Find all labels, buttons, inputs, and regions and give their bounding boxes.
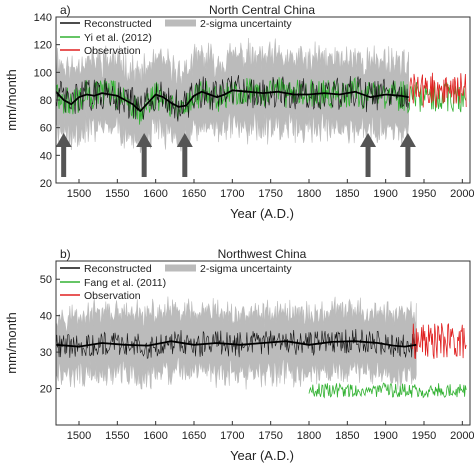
x-tick-label: 1600 bbox=[143, 430, 167, 442]
series-line-observation bbox=[408, 72, 467, 108]
y-tick-label: 100 bbox=[34, 67, 52, 79]
y-axis-label: mm/month bbox=[4, 69, 19, 130]
arrow-head bbox=[55, 133, 72, 147]
series-lines bbox=[55, 323, 467, 399]
legend-label-yi: Yi et al. (2012) bbox=[84, 32, 152, 44]
x-tick-label: 1800 bbox=[297, 188, 321, 200]
panel-b-label: b) bbox=[60, 247, 71, 261]
panel-b-title: Northwest China bbox=[218, 247, 307, 261]
x-axis-ticks: 1500 1550 1600 1650 1700 1750 1800 1850 1900 1950… bbox=[67, 179, 474, 200]
x-tick-label: 1750 bbox=[258, 430, 282, 442]
x-tick-label: 1900 bbox=[373, 430, 397, 442]
series-line-smoothed bbox=[55, 340, 417, 348]
legend-label-observation: Observation bbox=[84, 290, 141, 302]
y-axis-ticks: 20 40 60 80 100 120 140 bbox=[34, 12, 60, 190]
y-tick-label: 30 bbox=[40, 347, 52, 359]
arrow-head bbox=[136, 133, 153, 147]
y-tick-label: 60 bbox=[40, 123, 52, 135]
y-tick-label: 40 bbox=[40, 150, 52, 162]
arrow-head bbox=[176, 133, 193, 147]
x-tick-label: 2000 bbox=[450, 430, 474, 442]
x-tick-label: 1850 bbox=[335, 188, 359, 200]
x-tick-label: 1850 bbox=[335, 430, 359, 442]
x-tick-label: 1750 bbox=[258, 188, 282, 200]
panel-a-label: a) bbox=[60, 3, 71, 17]
y-tick-label: 20 bbox=[40, 384, 52, 396]
arrow-head bbox=[399, 133, 416, 147]
x-tick-label: 1900 bbox=[373, 188, 397, 200]
x-tick-label: 2000 bbox=[450, 188, 474, 200]
x-tick-label: 1800 bbox=[297, 430, 321, 442]
series-line-observation bbox=[412, 323, 467, 359]
x-axis-label: Year (A.D.) bbox=[230, 206, 294, 221]
x-tick-label: 1700 bbox=[220, 430, 244, 442]
plot-frame bbox=[55, 260, 471, 426]
y-tick-label: 20 bbox=[40, 178, 52, 190]
legend-label-reconstructed: Reconstructed bbox=[84, 18, 152, 30]
y-axis-label: mm/month bbox=[4, 312, 19, 373]
series-line-smoothed bbox=[55, 89, 409, 112]
x-tick-label: 1550 bbox=[105, 430, 129, 442]
series-line-reconstructed bbox=[55, 328, 417, 359]
x-axis-ticks: 1500 1550 1600 1650 1700 1750 1800 1850 1900 1950… bbox=[67, 421, 474, 442]
series-line-reconstructed bbox=[55, 74, 409, 122]
panel-north-central-china: North Central China a) 20 40 60 80 100 120 140… bbox=[4, 3, 474, 221]
x-tick-label: 1650 bbox=[182, 188, 206, 200]
x-tick-label: 1950 bbox=[412, 430, 436, 442]
y-tick-label: 80 bbox=[40, 95, 52, 107]
legend-label-observation: Observation bbox=[84, 45, 141, 57]
legend-label-uncertainty: 2-sigma uncertainty bbox=[200, 263, 292, 275]
x-tick-label: 1500 bbox=[67, 430, 91, 442]
y-tick-label: 140 bbox=[34, 12, 52, 24]
y-tick-label: 50 bbox=[40, 274, 52, 286]
legend: Reconstructed 2-sigma uncertainty Yi et … bbox=[60, 18, 292, 57]
series-line-comparison bbox=[308, 382, 467, 399]
x-tick-label: 1950 bbox=[412, 188, 436, 200]
y-axis-ticks: 20 30 40 50 bbox=[40, 274, 60, 396]
legend-label-reconstructed: Reconstructed bbox=[84, 263, 152, 275]
arrow-head bbox=[360, 133, 377, 147]
panel-northwest-china: Northwest China b) 20 30 40 50 1500 1550 1600… bbox=[4, 247, 474, 463]
series-lines bbox=[55, 72, 467, 125]
arrow-annotations bbox=[55, 133, 416, 177]
x-axis-label: Year (A.D.) bbox=[230, 448, 294, 463]
x-tick-label: 1550 bbox=[105, 188, 129, 200]
legend-label-fang: Fang et al. (2011) bbox=[84, 277, 166, 289]
y-tick-label: 120 bbox=[34, 40, 52, 52]
legend: Reconstructed 2-sigma uncertainty Fang e… bbox=[60, 263, 292, 302]
y-tick-label: 40 bbox=[40, 311, 52, 323]
legend-label-uncertainty: 2-sigma uncertainty bbox=[200, 18, 292, 30]
panel-a-title: North Central China bbox=[209, 3, 315, 17]
x-tick-label: 1600 bbox=[143, 188, 167, 200]
x-tick-label: 1500 bbox=[67, 188, 91, 200]
x-tick-label: 1650 bbox=[182, 430, 206, 442]
x-tick-label: 1700 bbox=[220, 188, 244, 200]
